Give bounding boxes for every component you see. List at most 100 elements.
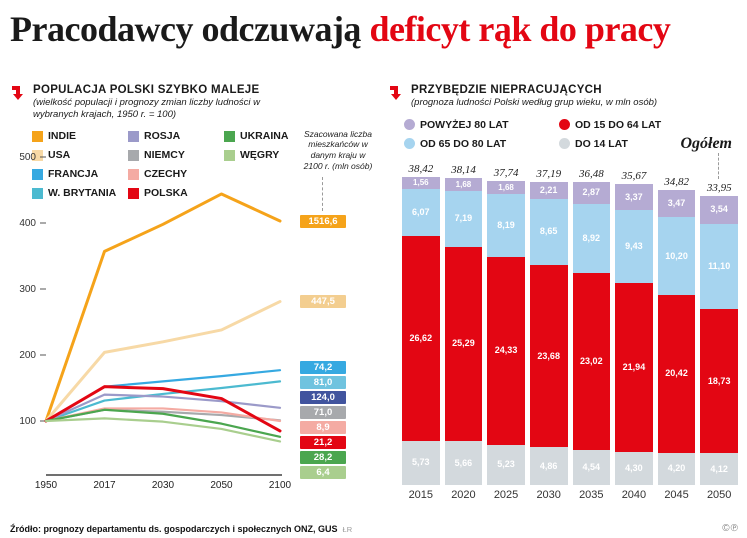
page-title: Pracodawcy odczuwają deficyt rąk do prac… <box>10 8 671 50</box>
bar-year-label: 2045 <box>664 488 689 501</box>
legend-item-usa: USA <box>32 148 128 163</box>
y-axis-label: 200 <box>19 349 36 361</box>
legend-item-rosja: ROSJA <box>128 129 224 144</box>
legend-swatch-w-brytania <box>32 187 43 199</box>
y-axis-label: 500 <box>19 151 36 163</box>
bar-segment-od-15-do-64-lat: 25,29 <box>444 246 483 442</box>
legend-swatch-czechy <box>128 168 139 180</box>
total-connector-line <box>718 152 719 179</box>
bar-year-label: 2030 <box>536 488 561 501</box>
legend-swatch-od-65-do-80-lat <box>404 138 415 150</box>
legend-swatch-do-14-lat <box>559 138 570 150</box>
legend-item-indie: INDIE <box>32 129 128 144</box>
bar-segment-do-14-lat: 5,73 <box>402 440 440 485</box>
age-groups-bar-chart: POWYŻEJ 80 LAT OD 65 DO 80 LAT OD 15 DO 64… <box>388 111 740 517</box>
line-series-indie <box>44 192 282 423</box>
bar-year-label: 2035 <box>579 488 604 501</box>
bar-segment-powy-ej-80-lat: 1,68 <box>487 181 525 195</box>
bar-segment-do-14-lat: 5,66 <box>444 441 483 485</box>
bar-stack-2030: 2,21 8,65 23,68 4,86 <box>529 181 568 485</box>
legend-label: FRANCJA <box>48 168 99 181</box>
population-chart-subtitle: (wielkość populacji i prognozy zmian lic… <box>33 97 261 120</box>
bar-year-label: 2015 <box>408 488 434 501</box>
legend-item-niemcy: NIEMCY <box>128 148 224 163</box>
line-series-usa <box>44 299 282 423</box>
legend-label: UKRAINA <box>240 130 289 143</box>
x-axis-label: 2017 <box>93 479 116 491</box>
page-title-red: deficyt rąk do pracy <box>369 9 671 49</box>
bar-stack-2020: 1,68 7,19 25,29 5,66 <box>444 178 483 485</box>
legend-item-powy-ej-80-lat: POWYŻEJ 80 LAT <box>404 117 559 133</box>
line-series-rosja <box>44 393 282 422</box>
legend-item-ukraina: UKRAINA <box>224 129 294 144</box>
value-box-w-brytania: 81,0 <box>300 375 346 389</box>
bar-segment-od-65-do-80-lat: 8,65 <box>529 198 568 266</box>
age-groups-chart-subtitle: (prognoza ludności Polski według grup wi… <box>411 97 658 108</box>
legend-label: W. BRYTANIA <box>48 187 117 200</box>
copyright-mark: ©℗ <box>722 523 739 534</box>
bar-total-2025: 37,74 <box>493 167 519 180</box>
value-box-czechy: 8,9 <box>300 420 346 434</box>
bar-segment-od-15-do-64-lat: 21,94 <box>615 282 653 452</box>
legend-swatch-polska <box>128 187 139 199</box>
bar-total-2020: 38,14 <box>451 164 476 177</box>
bar-segment-do-14-lat: 4,12 <box>700 453 738 485</box>
chart-annotation: Szacowana liczba mieszkańców w danym kra… <box>303 128 373 171</box>
bar-chart-legend: POWYŻEJ 80 LAT OD 65 DO 80 LAT OD 15 DO 64… <box>404 117 704 152</box>
value-box-niemcy: 71,0 <box>300 405 346 419</box>
bar-2020: 38,14 1,68 7,19 25,29 5,66 2020 <box>444 164 483 501</box>
line-series-polska <box>44 384 282 433</box>
bar-total-2040: 35,67 <box>621 170 647 183</box>
total-heading: Ogółem <box>680 134 732 152</box>
bar-segment-powy-ej-80-lat: 2,21 <box>529 181 568 199</box>
line-series-w-brytania <box>44 380 282 422</box>
bar-total-2050: 33,95 <box>706 182 732 195</box>
bar-total-2035: 36,48 <box>578 167 604 180</box>
legend-label: CZECHY <box>144 168 188 181</box>
bar-stack-2045: 3,47 10,20 20,42 4,20 <box>657 190 696 485</box>
age-groups-section: Przybędzie niepracujących (prognoza ludn… <box>388 84 740 529</box>
section-arrow-icon <box>388 85 404 106</box>
legend-label: WĘGRY <box>240 149 280 162</box>
bar-total-2045: 34,82 <box>664 176 689 189</box>
legend-item-francja: FRANCJA <box>32 167 128 182</box>
legend-item-polska: POLSKA <box>128 186 224 201</box>
legend-label: DO 14 LAT <box>575 137 628 150</box>
bar-2040: 35,67 3,37 9,43 21,94 4,30 2040 <box>615 170 653 501</box>
legend-swatch-niemcy <box>128 149 139 161</box>
bar-segment-od-15-do-64-lat: 18,73 <box>700 309 738 454</box>
legend-item-od-15-do-64-lat: OD 15 DO 64 LAT <box>559 117 704 133</box>
bar-segment-od-65-do-80-lat: 9,43 <box>615 210 653 283</box>
age-groups-section-titles: Przybędzie niepracujących (prognoza ludn… <box>411 84 657 109</box>
bar-2015: 38,42 1,56 6,07 26,62 5,73 2015 <box>402 163 440 501</box>
bar-stack-2050: 3,54 11,10 18,73 4,12 <box>700 196 738 485</box>
bar-2045: 34,82 3,47 10,20 20,42 4,20 2045 <box>657 176 696 501</box>
legend-swatch-rosja <box>128 130 139 142</box>
legend-item-do-14-lat: DO 14 LAT <box>559 136 704 152</box>
legend-item-w-gry: WĘGRY <box>224 148 294 163</box>
bar-year-label: 2025 <box>493 488 519 501</box>
line-series-ukraina <box>44 408 282 438</box>
bar-segment-powy-ej-80-lat: 3,54 <box>700 196 738 224</box>
population-section: Populacja Polski szybko maleje (wielkość… <box>10 84 378 529</box>
bar-total-2030: 37,19 <box>536 167 562 180</box>
bar-total-2015: 38,42 <box>408 163 434 176</box>
value-box-usa: 447,5 <box>300 295 346 309</box>
population-section-titles: Populacja Polski szybko maleje (wielkość… <box>33 84 293 121</box>
annotation-connector-line <box>322 176 323 211</box>
bar-segment-od-65-do-80-lat: 6,07 <box>402 189 440 236</box>
value-box-indie: 1516,6 <box>300 214 346 228</box>
line-chart-legend: INDIE USA FRANCJA W. BRYTANIA ROSJA NIEMCY CZE… <box>32 129 294 201</box>
y-axis-label: 300 <box>19 283 36 295</box>
bar-segment-do-14-lat: 4,54 <box>572 449 611 485</box>
x-axis-label: 2100 <box>268 479 292 491</box>
legend-swatch-w-gry <box>224 149 235 161</box>
value-box-rosja: 124,0 <box>300 390 346 404</box>
bars-container: 38,42 1,56 6,07 26,62 5,73 2015 38,14 1,68 7,19 2… <box>402 157 738 501</box>
bar-segment-do-14-lat: 4,20 <box>657 452 696 485</box>
bar-2035: 36,48 2,87 8,92 23,02 4,54 2035 <box>572 167 611 501</box>
section-arrow-icon <box>10 85 26 106</box>
legend-swatch-powy-ej-80-lat <box>404 119 415 131</box>
bar-segment-od-15-do-64-lat: 24,33 <box>487 257 525 445</box>
bar-segment-powy-ej-80-lat: 3,37 <box>615 184 653 211</box>
